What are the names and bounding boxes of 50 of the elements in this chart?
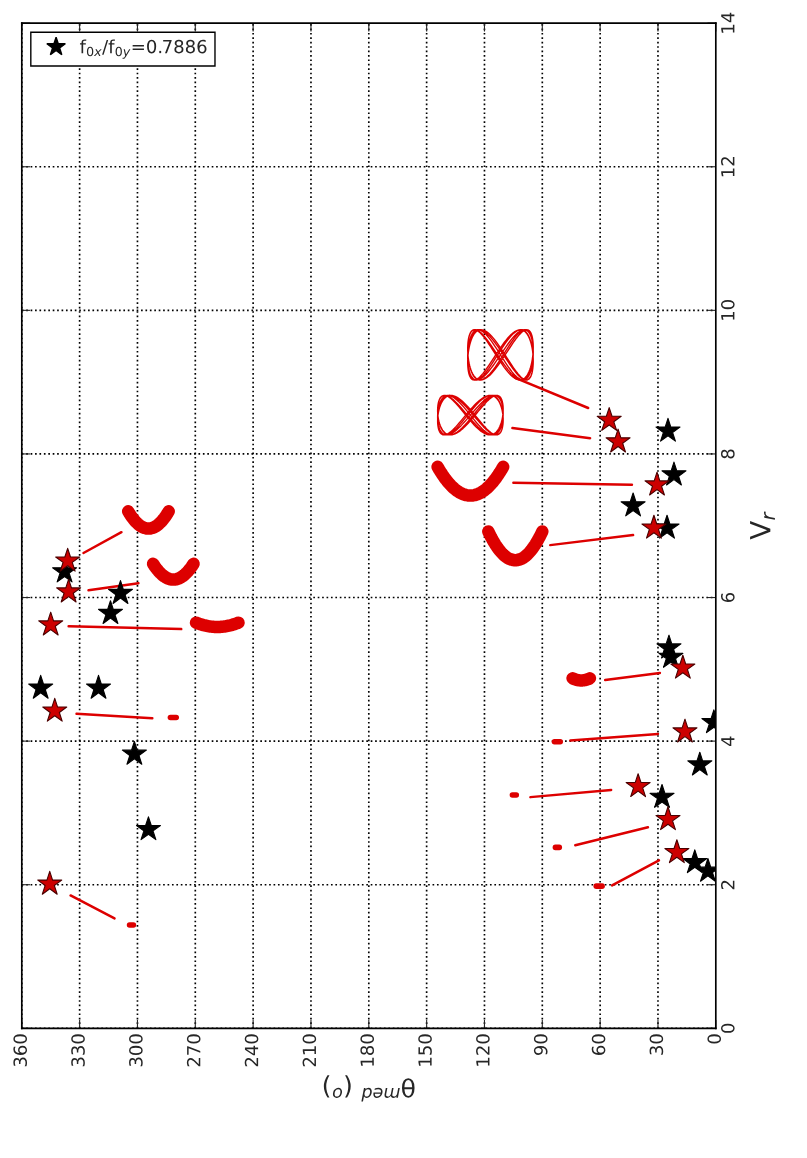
x-axis-title: θ$^{med}$ ($^{o}$) — [323, 1075, 415, 1102]
x-tick-label: 90 — [533, 1034, 548, 1055]
legend-label: f$_{0x}$/f$_{0y}$=0.7886 — [79, 39, 207, 59]
point — [625, 773, 651, 798]
x-tick-label: 30 — [649, 1034, 664, 1055]
x-tick-label: 180 — [360, 1034, 375, 1066]
y-tick-label: 8 — [720, 449, 735, 459]
point — [664, 839, 690, 864]
point — [655, 806, 681, 831]
y-tick-label: 0 — [720, 1023, 735, 1033]
y-tick-label: 2 — [720, 880, 735, 890]
point — [97, 600, 124, 625]
point — [56, 578, 82, 603]
point — [672, 718, 698, 743]
x-tick-label: 120 — [476, 1034, 490, 1066]
y-tick-label: 12 — [720, 157, 735, 177]
x-tick-label: 360 — [13, 1034, 28, 1067]
point — [644, 471, 670, 496]
y-tick-label: 14 — [721, 12, 735, 33]
x-tick-label: 210 — [302, 1034, 317, 1067]
point — [55, 547, 81, 572]
point — [605, 428, 631, 453]
point — [649, 783, 675, 808]
point — [121, 740, 147, 765]
y-tick-label: 6 — [720, 592, 735, 603]
point — [38, 611, 64, 636]
point — [687, 751, 713, 776]
x-tick-label: 330 — [71, 1034, 85, 1067]
x-tick-label: 0 — [707, 1034, 722, 1044]
point — [107, 580, 134, 604]
x-tick-label: 300 — [129, 1034, 143, 1067]
point — [42, 697, 68, 722]
y-tick-label: 10 — [720, 300, 735, 320]
point — [135, 816, 162, 841]
point — [28, 674, 54, 699]
x-tick-label: 240 — [244, 1034, 259, 1067]
point — [641, 514, 667, 539]
point — [655, 417, 681, 442]
point — [620, 492, 646, 517]
point — [85, 674, 112, 699]
x-tick-label: 270 — [186, 1034, 201, 1067]
y-tick-label: 4 — [721, 736, 735, 746]
x-tick-label: 60 — [591, 1034, 606, 1055]
x-tick-label: 150 — [418, 1034, 432, 1066]
point — [661, 461, 687, 486]
point — [37, 870, 63, 895]
point — [596, 407, 622, 431]
y-axis-title: V$_{r}$ — [750, 511, 775, 540]
point — [670, 654, 696, 679]
point — [682, 849, 708, 874]
